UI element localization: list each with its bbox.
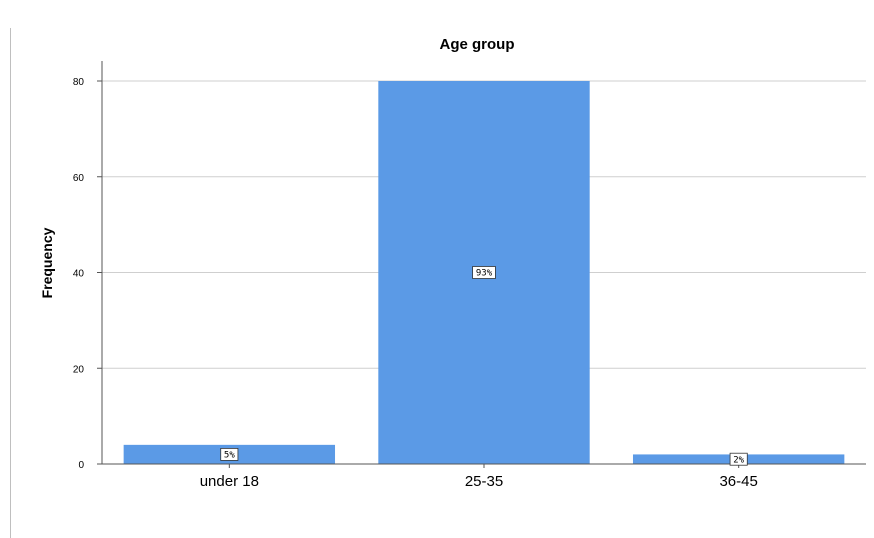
panel-left-border bbox=[10, 28, 11, 538]
data-label-box bbox=[729, 452, 748, 466]
data-label: 5% bbox=[224, 451, 235, 461]
x-tick-label: under 18 bbox=[200, 473, 259, 490]
y-tick-label: 60 bbox=[73, 173, 85, 184]
x-tick-label: 36-45 bbox=[719, 473, 757, 490]
y-tick-label: 20 bbox=[73, 364, 85, 375]
y-tick-label: 80 bbox=[73, 77, 85, 88]
labels: 0 20 40 60 80 under 18 5% 25-35 93% 36-45 2% bbox=[73, 77, 758, 490]
data-label-box bbox=[472, 266, 496, 279]
data-label-box bbox=[220, 448, 239, 461]
chart-title: Age group bbox=[439, 36, 515, 53]
x-tick-label: 25-35 bbox=[465, 473, 503, 490]
y-tick-label: 0 bbox=[78, 460, 84, 471]
y-tick-label: 40 bbox=[73, 269, 85, 280]
data-label: 2% bbox=[733, 455, 744, 465]
data-label: 93% bbox=[476, 269, 493, 279]
